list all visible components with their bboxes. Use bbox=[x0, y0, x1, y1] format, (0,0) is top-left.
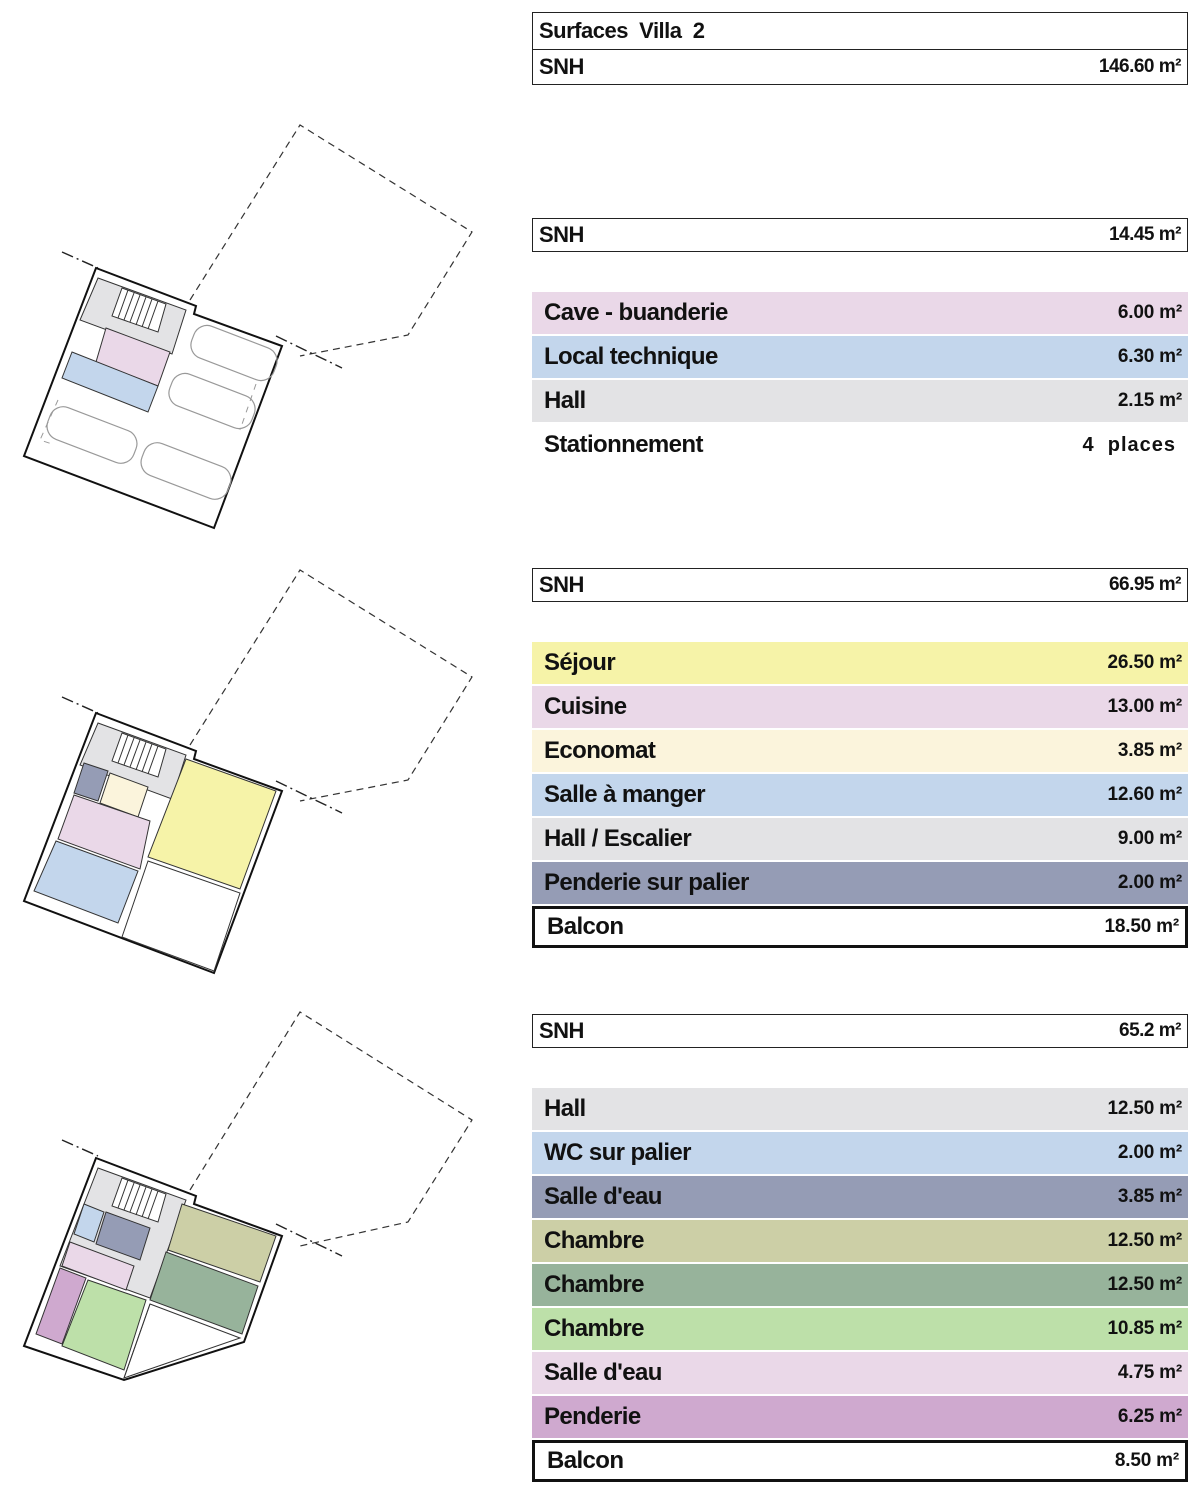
room-label: Chambre bbox=[544, 1271, 644, 1298]
room-area: 9.00 m² bbox=[1117, 828, 1182, 849]
room-label: WC sur palier bbox=[544, 1139, 692, 1166]
snh-value: 66.95 m² bbox=[1108, 574, 1182, 595]
summary-snh-row: SNH 146.60 m² bbox=[533, 49, 1187, 84]
room-label: Economat bbox=[544, 737, 656, 764]
snh-value: 65.2 m² bbox=[1119, 1020, 1181, 1041]
room-label: Cuisine bbox=[544, 693, 627, 720]
room-row: Séjour 26.50 m² bbox=[532, 642, 1188, 684]
room-row: Chambre 12.50 m² bbox=[532, 1220, 1188, 1262]
snh-label: SNH bbox=[539, 1018, 584, 1043]
balcony-row: Balcon 8.50 m² bbox=[532, 1440, 1188, 1482]
room-row: Penderie sur palier 2.00 m² bbox=[532, 862, 1188, 904]
room-area: 12.50 m² bbox=[1107, 1230, 1183, 1251]
level-first-snh: SNH 65.2 m² bbox=[532, 1014, 1188, 1048]
room-area: 6.25 m² bbox=[1117, 1406, 1182, 1427]
room-label: Penderie sur palier bbox=[544, 869, 749, 896]
room-label: Balcon bbox=[547, 1447, 624, 1474]
room-row: WC sur palier 2.00 m² bbox=[532, 1132, 1188, 1174]
room-area: 8.50 m² bbox=[1114, 1450, 1179, 1471]
plan-ground-floor-drawing bbox=[22, 569, 473, 975]
room-area: 3.85 m² bbox=[1117, 740, 1182, 761]
snh-row: SNH 65.2 m² bbox=[533, 1015, 1187, 1047]
room-area: 3.85 m² bbox=[1117, 1186, 1182, 1207]
level-ground-rooms: Séjour 26.50 m² Cuisine 13.00 m² Economa… bbox=[532, 642, 1188, 950]
balcony-row: Balcon 18.50 m² bbox=[532, 906, 1188, 948]
level-ground-snh: SNH 66.95 m² bbox=[532, 568, 1188, 602]
room-area: 12.50 m² bbox=[1107, 1098, 1183, 1119]
room-row: Chambre 12.50 m² bbox=[532, 1264, 1188, 1306]
room-row: Salle à manger 12.60 m² bbox=[532, 774, 1188, 816]
room-row: Local technique 6.30 m² bbox=[532, 336, 1188, 378]
room-area: 6.30 m² bbox=[1117, 346, 1182, 367]
room-row: Stationnement 4 places bbox=[532, 424, 1188, 466]
summary-table: Surfaces Villa 2 SNH 146.60 m² bbox=[532, 12, 1188, 85]
room-row: Salle d'eau 3.85 m² bbox=[532, 1176, 1188, 1218]
room-label: Chambre bbox=[544, 1227, 644, 1254]
floor-plans bbox=[0, 0, 520, 1497]
snh-value: 14.45 m² bbox=[1108, 224, 1182, 245]
snh-label: SNH bbox=[539, 572, 584, 597]
room-label: Balcon bbox=[547, 913, 624, 940]
plan-basement-drawing bbox=[22, 124, 473, 530]
room-area: 12.50 m² bbox=[1107, 1274, 1183, 1295]
room-label: Stationnement bbox=[544, 431, 703, 458]
room-area: 2.00 m² bbox=[1117, 872, 1182, 893]
parking-places: 4 places bbox=[1082, 433, 1176, 456]
room-label: Penderie bbox=[544, 1403, 641, 1430]
room-row: Hall 12.50 m² bbox=[532, 1088, 1188, 1130]
level-first-rooms: Hall 12.50 m² WC sur palier 2.00 m² Sall… bbox=[532, 1088, 1188, 1484]
room-label: Hall bbox=[544, 1095, 586, 1122]
level-basement-rooms: Cave - buanderie 6.00 m² Local technique… bbox=[532, 292, 1188, 468]
room-label: Salle à manger bbox=[544, 781, 706, 808]
plan-first-floor-drawing bbox=[22, 1011, 473, 1382]
room-row: Penderie 6.25 m² bbox=[532, 1396, 1188, 1438]
room-area: 10.85 m² bbox=[1107, 1318, 1183, 1339]
room-label: Salle d'eau bbox=[544, 1359, 662, 1386]
snh-value: 146.60 m² bbox=[1098, 56, 1182, 77]
room-row: Economat 3.85 m² bbox=[532, 730, 1188, 772]
room-label: Salle d'eau bbox=[544, 1183, 662, 1210]
room-label: Hall / Escalier bbox=[544, 825, 692, 852]
room-area: 12.60 m² bbox=[1107, 784, 1183, 805]
plan-first-floor bbox=[0, 990, 520, 1450]
snh-row: SNH 66.95 m² bbox=[533, 569, 1187, 601]
summary-title-row: Surfaces Villa 2 bbox=[533, 13, 1187, 49]
summary-title: Surfaces Villa 2 bbox=[539, 18, 705, 43]
room-area: 2.00 m² bbox=[1117, 1142, 1182, 1163]
snh-label: SNH bbox=[539, 54, 584, 79]
room-label: Chambre bbox=[544, 1315, 644, 1342]
level-basement-snh: SNH 14.45 m² bbox=[532, 218, 1188, 252]
snh-row: SNH 14.45 m² bbox=[533, 219, 1187, 251]
room-row: Cuisine 13.00 m² bbox=[532, 686, 1188, 728]
room-area: 18.50 m² bbox=[1104, 916, 1180, 937]
room-label: Séjour bbox=[544, 649, 616, 676]
plan-basement bbox=[0, 100, 520, 560]
room-area: 6.00 m² bbox=[1117, 302, 1182, 323]
room-row: Chambre 10.85 m² bbox=[532, 1308, 1188, 1350]
room-area: 13.00 m² bbox=[1107, 696, 1183, 717]
room-row: Salle d'eau 4.75 m² bbox=[532, 1352, 1188, 1394]
plan-ground-floor bbox=[0, 545, 520, 1005]
room-row: Hall / Escalier 9.00 m² bbox=[532, 818, 1188, 860]
room-area: 4.75 m² bbox=[1117, 1362, 1182, 1383]
room-label: Cave - buanderie bbox=[544, 299, 728, 326]
room-area: 26.50 m² bbox=[1107, 652, 1183, 673]
room-label: Hall bbox=[544, 387, 586, 414]
snh-label: SNH bbox=[539, 222, 584, 247]
room-label: Local technique bbox=[544, 343, 718, 370]
room-row: Cave - buanderie 6.00 m² bbox=[532, 292, 1188, 334]
room-row: Hall 2.15 m² bbox=[532, 380, 1188, 422]
room-area: 2.15 m² bbox=[1117, 390, 1182, 411]
